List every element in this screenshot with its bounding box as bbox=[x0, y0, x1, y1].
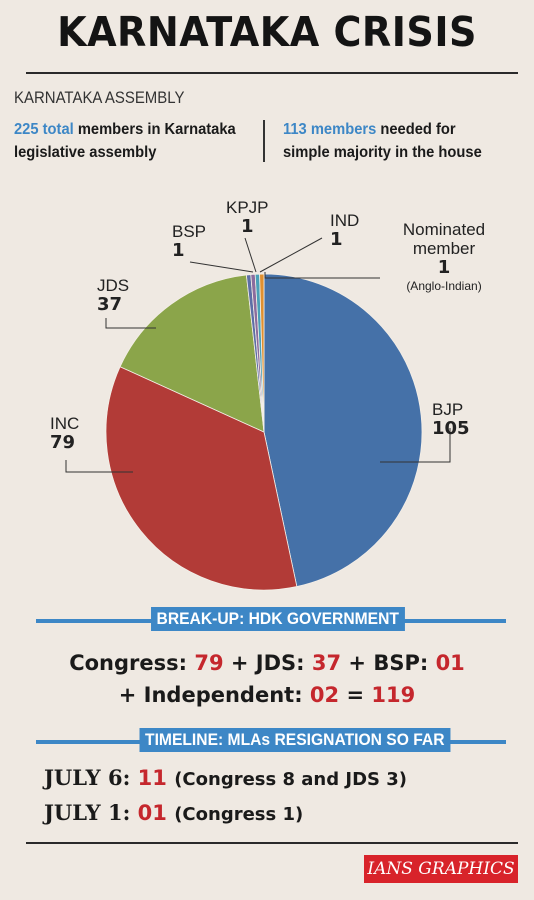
pie-chart bbox=[65, 237, 451, 591]
title-divider bbox=[26, 72, 518, 74]
breakup-value: 119 bbox=[371, 683, 416, 707]
slice-label-jds: JDS 37 bbox=[97, 276, 130, 315]
majority-highlight: 113 members bbox=[283, 121, 377, 138]
leader-inc bbox=[65, 460, 133, 473]
majority-text-1: needed for bbox=[376, 121, 456, 138]
leader-ind bbox=[259, 237, 323, 273]
leader-bsp bbox=[189, 261, 254, 273]
slice-label-bsp: BSP 1 bbox=[172, 222, 207, 261]
leader-bjp bbox=[380, 428, 451, 463]
slice-label-bjp: BJP 105 bbox=[432, 400, 470, 439]
timeline-entry: JULY 1: 01 (Congress 1) bbox=[44, 800, 303, 825]
leader-jds bbox=[105, 318, 156, 329]
breakup-value: 79 bbox=[194, 651, 224, 675]
timeline-entry: JULY 6: 11 (Congress 8 and JDS 3) bbox=[44, 765, 407, 790]
pie-slice-jds bbox=[119, 274, 265, 433]
breakup-heading: BREAK-UP: HDK GOVERNMENT bbox=[151, 607, 405, 631]
timeline-heading: TIMELINE: MLAs RESIGNATION SO FAR bbox=[139, 728, 451, 752]
slice-label-nominated: Nominated member 1 (Anglo-Indian) bbox=[402, 220, 486, 293]
breakup-value: 02 bbox=[309, 683, 340, 707]
breakup-value: 37 bbox=[311, 651, 342, 675]
slice-label-ind: IND 1 bbox=[330, 211, 360, 250]
page-title: KARNATAKA CRISIS bbox=[57, 8, 477, 56]
pie-slice-inc bbox=[105, 366, 298, 591]
timeline-date: JULY 1: bbox=[44, 800, 131, 825]
facts-separator bbox=[263, 120, 265, 162]
slice-label-kpjp: KPJP 1 bbox=[226, 198, 269, 237]
timeline-note: (Congress 8 and JDS 3) bbox=[174, 769, 408, 790]
majority-text-2: simple majority in the house bbox=[283, 144, 482, 161]
pie-slice-bjp bbox=[263, 273, 423, 588]
breakup-line-2: + Independent: 02 = 119 bbox=[0, 680, 534, 710]
breakup-text: = bbox=[339, 683, 372, 707]
breakup-text: + BSP: bbox=[341, 651, 436, 675]
timeline-count: 01 bbox=[137, 801, 167, 825]
breakup-text: Congress: bbox=[69, 651, 195, 675]
timeline-count: 11 bbox=[137, 766, 167, 790]
pie-slice-nominated-member bbox=[259, 273, 265, 433]
timeline-note: (Congress 1) bbox=[174, 804, 304, 825]
breakup-value: 01 bbox=[435, 651, 465, 675]
breakup-text: + JDS: bbox=[223, 651, 312, 675]
timeline-date: JULY 6: bbox=[44, 765, 131, 790]
slice-label-inc: INC 79 bbox=[50, 414, 80, 453]
breakup-line-1: Congress: 79 + JDS: 37 + BSP: 01 bbox=[0, 648, 534, 678]
credit-badge: IANS GRAPHICS bbox=[364, 855, 518, 883]
leader-kpjp bbox=[244, 237, 257, 273]
total-members-text-1: members in Karnataka bbox=[73, 121, 236, 138]
footer-divider bbox=[26, 842, 518, 844]
total-members-fact: 225 total members in Karnataka legislati… bbox=[14, 118, 236, 164]
total-members-text-2: legislative assembly bbox=[14, 144, 157, 161]
section-label: KARNATAKA ASSEMBLY bbox=[14, 88, 185, 107]
total-members-highlight: 225 total bbox=[14, 121, 74, 138]
leader-nominated bbox=[264, 272, 380, 279]
majority-fact: 113 members needed for simple majority i… bbox=[283, 118, 482, 164]
breakup-text: + Independent: bbox=[118, 683, 310, 707]
